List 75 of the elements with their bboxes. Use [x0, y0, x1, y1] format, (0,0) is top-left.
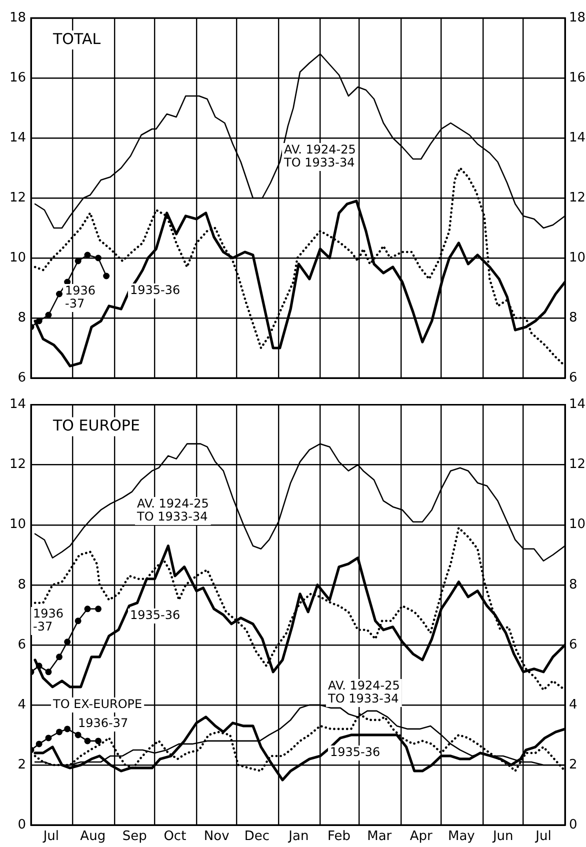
- point: [45, 734, 52, 742]
- x-tick-label: Jul: [42, 829, 60, 844]
- annotation: 1936 -37: [65, 284, 96, 311]
- y2-tick-label: 10: [569, 250, 586, 266]
- y-tick-label: 12: [9, 457, 26, 472]
- point: [74, 618, 82, 624]
- x-tick-label: Mar: [367, 829, 392, 844]
- x-tick-label: Apr: [410, 829, 433, 844]
- point: [36, 318, 42, 324]
- x-tick-label: Aug: [80, 829, 106, 844]
- y2-tick-label: 6: [569, 637, 578, 652]
- y2-tick-label: 12: [569, 190, 586, 206]
- text: TO EUROPE: [52, 416, 140, 435]
- annotation: AV. 1924-25 TO 1933-34: [136, 496, 209, 524]
- y-tick-label: 6: [18, 370, 26, 386]
- y-tick-label: 10: [9, 517, 26, 532]
- annotation: 1936 -37: [33, 606, 64, 634]
- y2-tick-label: 10: [569, 517, 586, 532]
- point: [45, 312, 52, 318]
- point: [64, 726, 71, 732]
- point: [84, 606, 91, 612]
- x-tick-label: Dec: [244, 829, 270, 844]
- x-tick-label: Jul: [534, 829, 552, 844]
- annotation: TO EX-EUROPE: [52, 697, 142, 712]
- y2-tick-label: 14: [569, 397, 586, 412]
- y-tick-label: 6: [18, 637, 26, 652]
- annotation: AV. 1924-25 TO 1933-34: [283, 142, 356, 170]
- y-tick-label: 10: [9, 250, 26, 266]
- point: [56, 728, 62, 736]
- x-tick-label: May: [448, 829, 476, 844]
- x-tick-label: Sep: [122, 829, 147, 844]
- y2-tick-label: 8: [569, 577, 578, 592]
- point: [84, 738, 91, 744]
- annotation: AV. 1924-25 TO 1933-34: [327, 678, 400, 706]
- x-tick-label: Feb: [328, 829, 351, 844]
- point: [84, 252, 91, 258]
- y2-tick-label: 8: [569, 310, 578, 326]
- y-tick-label: 14: [9, 130, 26, 146]
- y-tick-label: 8: [18, 577, 26, 592]
- y2-tick-label: 12: [569, 457, 586, 472]
- y2-tick-label: 0: [569, 817, 578, 832]
- point: [36, 740, 42, 748]
- point: [56, 654, 62, 660]
- y-tick-label: 0: [18, 817, 26, 832]
- y2-tick-label: 6: [569, 370, 578, 386]
- y-tick-label: 2: [18, 757, 26, 772]
- point: [74, 732, 82, 738]
- annotation: 1935-36: [130, 608, 180, 622]
- y-tick-label: 14: [9, 397, 26, 412]
- y-tick-label: 16: [9, 70, 26, 86]
- annotation: 1935-36: [130, 283, 180, 298]
- y2-tick-label: 18: [569, 10, 586, 26]
- point: [103, 272, 110, 280]
- y2-tick-label: 2: [569, 757, 578, 772]
- point: [45, 668, 52, 676]
- y-tick-label: 4: [18, 697, 26, 712]
- point: [64, 638, 71, 646]
- y2-tick-label: 16: [569, 70, 586, 86]
- x-tick-label: Jan: [288, 829, 309, 844]
- annotation: 1935-36: [330, 745, 380, 760]
- y-tick-label: 12: [9, 190, 26, 206]
- x-tick-label: Nov: [204, 829, 230, 844]
- text: TOTAL: [52, 30, 102, 48]
- y-tick-label: 8: [18, 310, 26, 326]
- point: [95, 738, 102, 744]
- x-tick-label: Oct: [164, 829, 186, 844]
- point: [56, 290, 62, 298]
- x-tick-label: Jun: [492, 829, 514, 844]
- y2-tick-label: 14: [569, 130, 586, 146]
- y-tick-label: 18: [9, 10, 26, 26]
- point: [74, 258, 82, 264]
- annotation: 1936-37: [78, 716, 128, 730]
- y2-tick-label: 4: [569, 697, 578, 712]
- point: [95, 254, 102, 262]
- point: [95, 606, 102, 612]
